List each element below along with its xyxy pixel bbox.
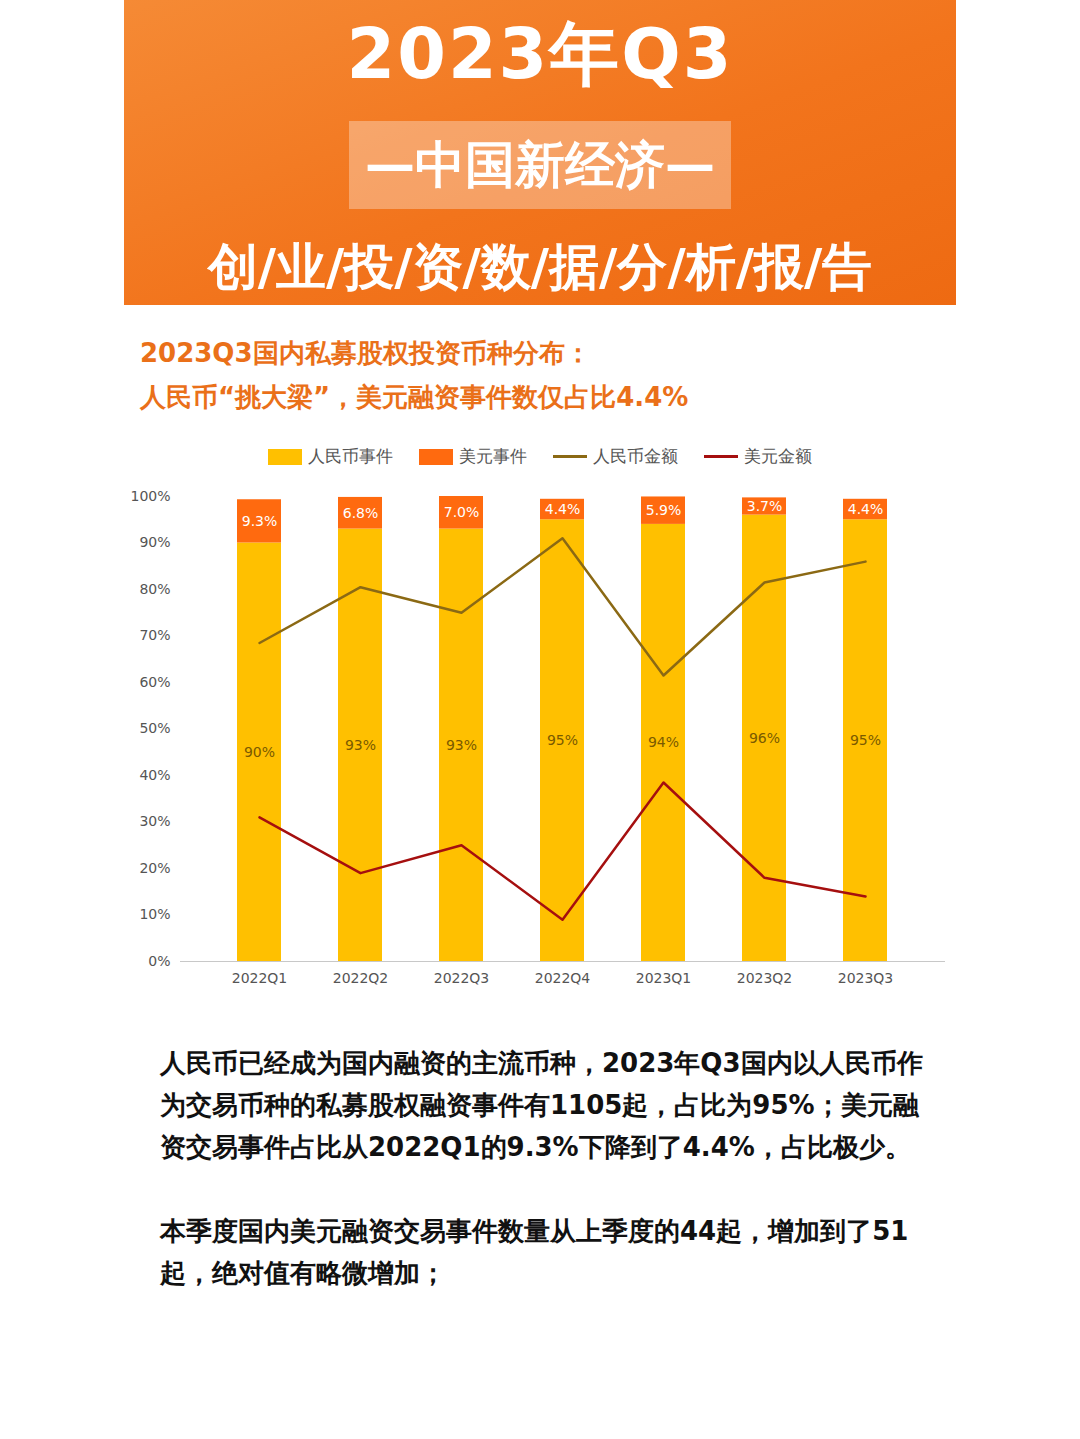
svg-text:93%: 93% (446, 737, 477, 753)
svg-text:2023Q1: 2023Q1 (636, 970, 692, 986)
svg-text:100%: 100% (130, 488, 170, 504)
html-text:2023Q3国内私募股权投资币种分布：: 2023Q3国内私募股权投资币种分布： (140, 338, 591, 368)
svg-text:0%: 0% (148, 953, 170, 969)
svg-text:30%: 30% (139, 813, 170, 829)
svg-text:40%: 40% (139, 767, 170, 783)
svg-text:90%: 90% (244, 744, 275, 760)
html-text:本季度国内美元融资交易事件数量从上季度的44起，增加到了51: 本季度国内美元融资交易事件数量从上季度的44起，增加到了51起，绝对值有略微增加… (160, 1216, 909, 1288)
svg-text:95%: 95% (850, 732, 881, 748)
html-text:人民币事件: 人民币事件 (308, 446, 393, 466)
svg-text:60%: 60% (139, 674, 170, 690)
svg-text:70%: 70% (139, 627, 170, 643)
html-text:美元事件: 美元事件 (459, 446, 527, 466)
html-text:—中国新经济—: —中国新经济— (365, 135, 715, 194)
svg-text:2023Q3: 2023Q3 (838, 970, 894, 986)
svg-text:50%: 50% (139, 720, 170, 736)
svg-text:90%: 90% (139, 534, 170, 550)
html-text:人民币金额: 人民币金额 (593, 446, 678, 466)
svg-text:20%: 20% (139, 860, 170, 876)
svg-text:6.8%: 6.8% (343, 505, 379, 521)
svg-text:9.3%: 9.3% (242, 513, 278, 529)
html-text:创/业/投/资/数/据/分/析/报/告: 创/业/投/资/数/据/分/析/报/告 (207, 238, 873, 296)
svg-text:4.4%: 4.4% (848, 501, 884, 517)
svg-text:4.4%: 4.4% (545, 501, 581, 517)
svg-text:10%: 10% (139, 906, 170, 922)
html-text:人民币“挑大梁”，美元融资事件数仅占比4.4%: 人民币“挑大梁”，美元融资事件数仅占比4.4% (140, 382, 689, 412)
html-text:美元金额: 美元金额 (744, 446, 812, 466)
svg-text:2022Q1: 2022Q1 (232, 970, 288, 986)
svg-text:95%: 95% (547, 732, 578, 748)
svg-text:93%: 93% (345, 737, 376, 753)
svg-text:96%: 96% (749, 730, 780, 746)
svg-text:94%: 94% (648, 734, 679, 750)
svg-text:2022Q4: 2022Q4 (535, 970, 591, 986)
svg-text:2023Q2: 2023Q2 (737, 970, 793, 986)
html-text:2023年Q3: 2023年Q3 (346, 13, 734, 95)
svg-text:2022Q3: 2022Q3 (434, 970, 490, 986)
svg-text:3.7%: 3.7% (747, 498, 783, 514)
svg-text:7.0%: 7.0% (444, 504, 480, 520)
svg-text:5.9%: 5.9% (646, 502, 682, 518)
svg-text:80%: 80% (139, 581, 170, 597)
html-text:人民币已经成为国内融资的主流币种，2023年Q3国内以人民币: 人民币已经成为国内融资的主流币种，2023年Q3国内以人民币作为交易币种的私募股… (160, 1048, 923, 1162)
svg-text:2022Q2: 2022Q2 (333, 970, 389, 986)
